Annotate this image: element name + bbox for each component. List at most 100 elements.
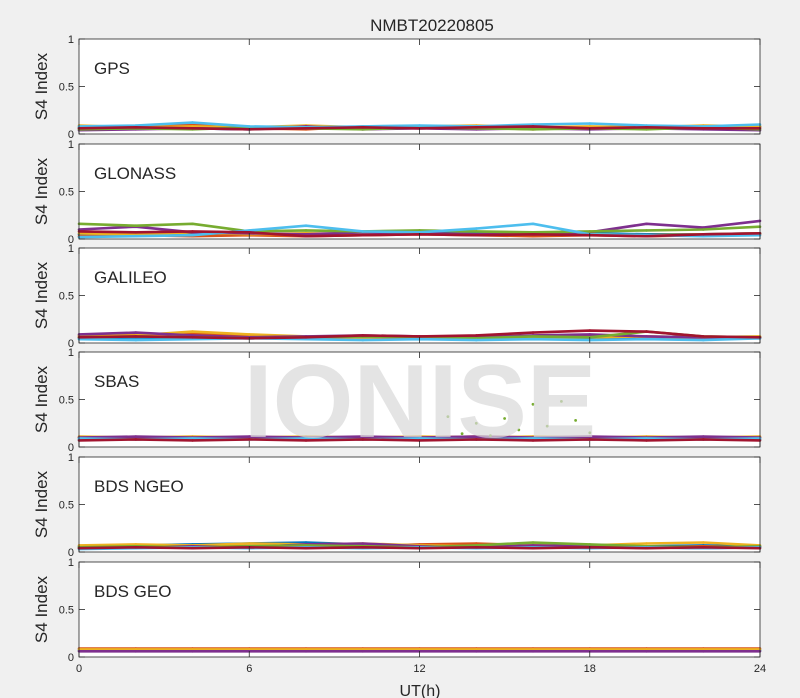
- data-point: [489, 434, 492, 437]
- data-point: [588, 329, 592, 332]
- data-point: [361, 338, 365, 342]
- data-point: [702, 338, 705, 342]
- data-point: [531, 335, 535, 338]
- y-tick-label: 0.5: [59, 395, 74, 407]
- data-point: [531, 402, 535, 406]
- data-point: [134, 338, 138, 342]
- x-tick-label: 24: [754, 663, 766, 675]
- panel-galileo: 0 0.5 1 S4 Index GALILEO: [32, 243, 762, 350]
- data-point: [588, 333, 592, 336]
- data-point: [304, 229, 308, 232]
- panel-bds-geo: 0 0.5 1 0 6 12 18 24 S4 Index BDS GEO: [32, 557, 766, 675]
- y-tick-label: 1: [68, 347, 74, 359]
- y-axis-label: S4 Index: [32, 470, 51, 538]
- data-point: [134, 546, 138, 549]
- data-point: [531, 331, 535, 334]
- data-point: [248, 333, 251, 336]
- data-point: [248, 125, 251, 128]
- data-point: [702, 233, 705, 236]
- data-point: [645, 439, 648, 442]
- data-point: [531, 128, 535, 131]
- data-point: [361, 233, 365, 237]
- data-point: [645, 546, 648, 550]
- data-point: [304, 127, 308, 130]
- data-point: [588, 438, 592, 441]
- data-point: [191, 437, 194, 440]
- data-point: [560, 400, 563, 403]
- data-point: [361, 128, 365, 131]
- data-point: [304, 650, 308, 653]
- panel-gps: 0 0.5 1 S4 Index GPS: [32, 34, 762, 141]
- data-point: [531, 439, 535, 442]
- data-point: [702, 127, 705, 130]
- data-point: [475, 334, 478, 337]
- y-axis-label: S4 Index: [32, 365, 51, 433]
- data-point: [574, 419, 577, 422]
- data-point: [531, 541, 535, 544]
- data-point: [531, 233, 535, 236]
- y-tick-label: 0.5: [59, 82, 74, 94]
- y-tick-label: 0.5: [59, 291, 74, 303]
- y-tick-label: 0.5: [59, 500, 74, 512]
- x-tick-label: 18: [584, 663, 596, 675]
- data-point: [531, 337, 535, 341]
- data-point: [304, 546, 308, 550]
- panel-label: GPS: [94, 59, 130, 78]
- data-point: [531, 125, 535, 128]
- data-point: [531, 231, 535, 234]
- data-point: [134, 438, 138, 441]
- plot-area: [79, 457, 760, 552]
- data-point: [474, 421, 478, 425]
- plot-area: [79, 562, 760, 657]
- y-tick-label: 0.5: [59, 605, 74, 617]
- data-point: [304, 234, 308, 238]
- data-point: [191, 650, 194, 653]
- data-point: [134, 435, 138, 438]
- data-point: [361, 230, 365, 233]
- panels: 0 0.5 1 S4 Index GPS 0 0.5 1 S4 Index GLONASS 0 0.5…: [32, 34, 766, 675]
- data-point: [134, 224, 138, 227]
- panel-label: GLONASS: [94, 164, 176, 183]
- x-tick-label: 0: [76, 663, 82, 675]
- data-point: [304, 224, 308, 227]
- data-point: [446, 415, 450, 418]
- data-point: [304, 336, 308, 339]
- y-axis-label: S4 Index: [32, 52, 51, 120]
- data-point: [645, 229, 648, 232]
- data-point: [517, 428, 521, 432]
- panel-sbas: 0 0.5 1 S4 Index SBAS: [32, 347, 762, 454]
- data-point: [248, 435, 251, 438]
- data-point: [588, 431, 592, 435]
- data-point: [304, 439, 308, 442]
- y-tick-label: 0: [68, 234, 74, 246]
- y-tick-label: 1: [68, 243, 74, 255]
- data-point: [191, 222, 194, 226]
- data-point: [475, 546, 478, 549]
- data-point: [588, 435, 592, 438]
- data-point: [475, 438, 478, 441]
- data-point: [304, 437, 308, 440]
- data-point: [361, 542, 365, 545]
- data-point: [588, 122, 592, 125]
- x-tick-label: 6: [246, 663, 252, 675]
- y-tick-label: 0: [68, 442, 74, 454]
- data-point: [248, 542, 251, 545]
- data-point: [645, 650, 648, 653]
- data-point: [475, 338, 478, 342]
- panel-label: BDS NGEO: [94, 477, 184, 496]
- data-point: [191, 127, 194, 130]
- data-point: [191, 233, 194, 237]
- data-point: [645, 335, 648, 338]
- data-point: [531, 546, 535, 550]
- data-point: [702, 438, 705, 441]
- data-point: [702, 228, 705, 231]
- data-point: [531, 222, 535, 226]
- panel-label: GALILEO: [94, 268, 167, 287]
- data-point: [361, 435, 365, 438]
- data-point: [418, 437, 421, 440]
- data-point: [475, 227, 478, 230]
- y-tick-label: 0: [68, 652, 74, 664]
- data-point: [191, 230, 194, 233]
- x-axis-label: UT(h): [400, 683, 441, 698]
